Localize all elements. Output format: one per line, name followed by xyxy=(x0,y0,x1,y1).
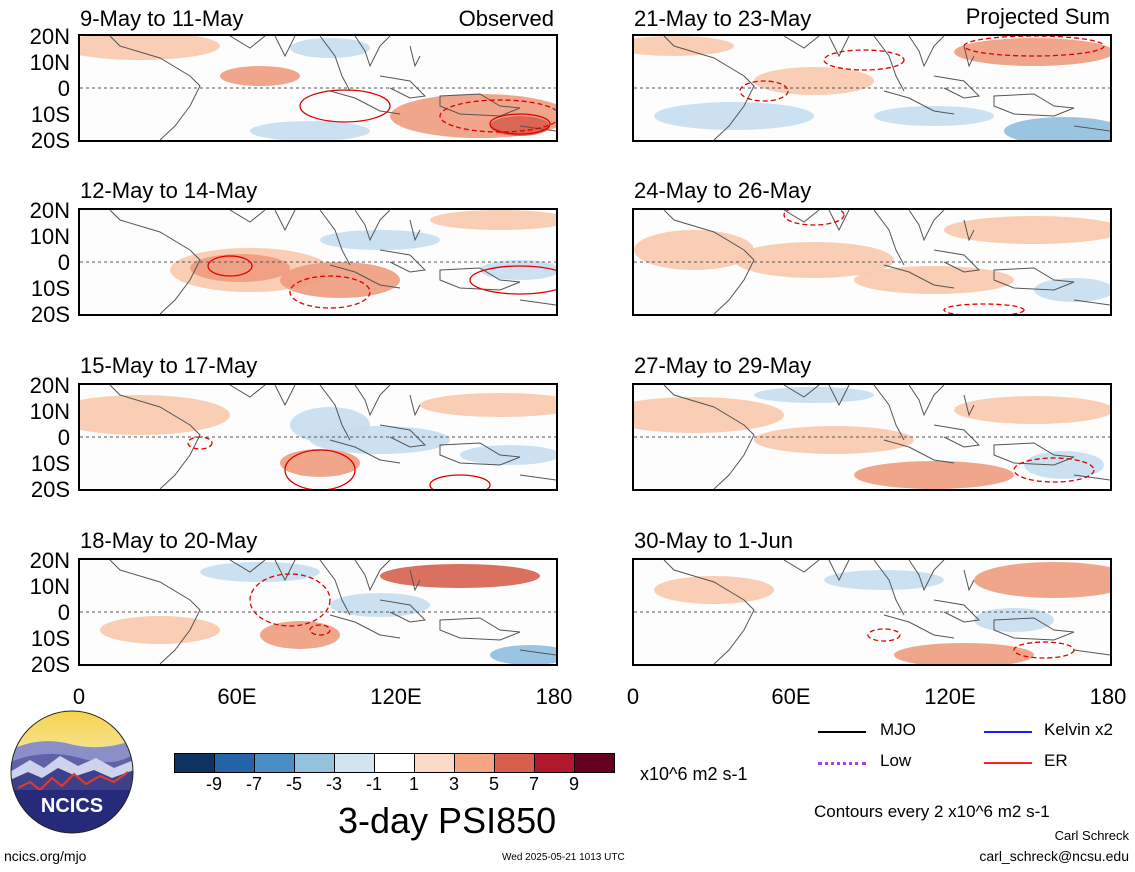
panel-title-8: 30-May to 1-Jun xyxy=(634,528,793,553)
observed-tag: Observed xyxy=(458,6,554,31)
main-title: 3-day PSI850 xyxy=(338,800,557,841)
panel-title-7: 27-May to 29-May xyxy=(634,353,812,378)
map-panel-7 xyxy=(632,383,1112,491)
colorbar-tick-label: 5 xyxy=(488,774,500,794)
legend-low-label: Low xyxy=(880,751,912,770)
timestamp: Wed 2025-05-21 1013 UTC xyxy=(502,852,625,863)
legend-mjo-line xyxy=(818,731,866,733)
colorbar-tick-label: 1 xyxy=(408,774,420,794)
colorbar-tick-label: -7 xyxy=(245,774,263,794)
map-panel-6 xyxy=(632,208,1112,316)
colorbar-tick-label: -1 xyxy=(365,774,383,794)
colorbar-tick-label: 7 xyxy=(528,774,540,794)
colorbar-tick-label: -5 xyxy=(285,774,303,794)
colorbar-swatch xyxy=(494,753,535,773)
colorbar-swatch xyxy=(214,753,255,773)
panel-title-2: 12-May to 14-May xyxy=(80,178,258,203)
legend-kelvin-line xyxy=(984,731,1032,733)
panel-title-6: 24-May to 26-May xyxy=(634,178,812,203)
map-panel-1 xyxy=(78,34,558,142)
author-email: carl_schreck@ncsu.edu xyxy=(979,848,1129,864)
map-panel-2 xyxy=(78,208,558,316)
colorbar-swatch xyxy=(534,753,575,773)
panel-title-4: 18-May to 20-May xyxy=(80,528,258,553)
site-url: ncics.org/mjo xyxy=(4,848,87,864)
panel-title-3: 15-May to 17-May xyxy=(80,353,258,378)
colorbar-tick-label: -9 xyxy=(205,774,223,794)
colorbar-tick-label: 3 xyxy=(448,774,460,794)
panel-title-5: 21-May to 23-May xyxy=(634,6,812,31)
svg-text:NCICS: NCICS xyxy=(41,795,103,817)
map-panel-4 xyxy=(78,558,558,666)
colorbar-swatch xyxy=(334,753,375,773)
map-panel-3 xyxy=(78,383,558,491)
contours-note: Contours every 2 x10^6 m2 s-1 xyxy=(814,802,1050,821)
colorbar-swatch xyxy=(294,753,335,773)
colorbar-swatch xyxy=(414,753,455,773)
legend-low-line xyxy=(818,762,866,765)
legend-er-label: ER xyxy=(1044,751,1068,770)
projected-sum-tag: Projected Sum xyxy=(965,4,1110,29)
colorbar-swatch xyxy=(174,753,215,773)
legend-er-line xyxy=(984,762,1032,764)
colorbar-swatch xyxy=(574,753,615,773)
map-panel-5 xyxy=(632,34,1112,142)
colorbar-swatch xyxy=(454,753,495,773)
author-name: Carl Schreck xyxy=(1054,828,1129,843)
panel-title-1: 9-May to 11-May xyxy=(80,6,244,31)
colorbar-tick-label: 9 xyxy=(568,774,580,794)
legend-mjo-label: MJO xyxy=(880,720,916,739)
ncics-logo: NCICS xyxy=(10,710,134,834)
colorbar-swatch xyxy=(254,753,295,773)
colorbar-tick-label: -3 xyxy=(325,774,343,794)
colorbar-units: x10^6 m2 s-1 xyxy=(640,764,748,784)
colorbar-swatch xyxy=(374,753,415,773)
legend-kelvin-label: Kelvin x2 xyxy=(1044,720,1113,739)
map-panel-8 xyxy=(632,558,1112,666)
